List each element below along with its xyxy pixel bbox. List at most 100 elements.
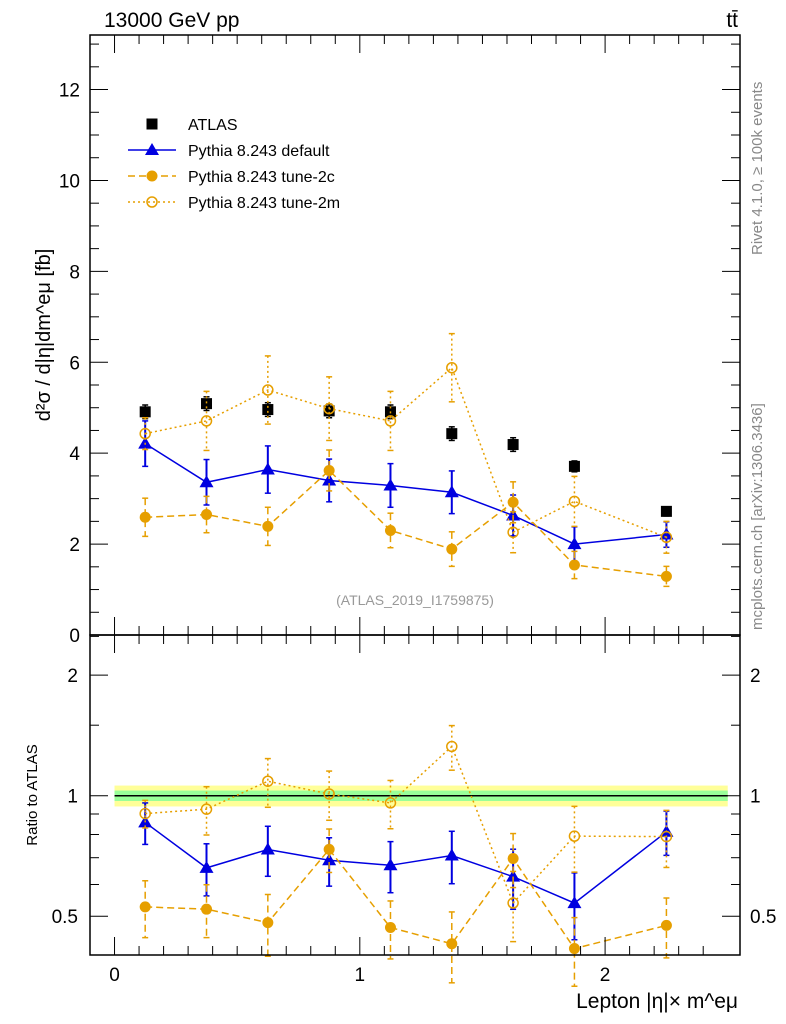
legend-label-pythia-8-243-tune-2c: Pythia 8.243 tune-2c: [188, 169, 335, 186]
ratio-pythia-8-243-tune-2m-point: [200, 803, 213, 815]
atlas-point: [507, 439, 519, 451]
pythia-8-243-tune-2m-point: [262, 384, 274, 396]
analysis-label: (ATLAS_2019_I1759875): [336, 592, 494, 608]
pythia-8-243-tune-2c-point: [507, 496, 519, 508]
ratio-pythia-8-243-tune-2c-point: [384, 922, 396, 934]
process-label: tt̄: [726, 9, 738, 32]
y-tick-label: 4: [69, 444, 80, 465]
atlas-point: [262, 404, 274, 416]
pythia-8-243-tune-2c-point: [568, 559, 580, 571]
ratio-pythia-8-243-default-point: [444, 848, 459, 861]
ratio-y-tick-label: 0.5: [52, 907, 78, 928]
legend-marker: [146, 196, 158, 208]
ratio-pythia-8-243-tune-2m-point: [323, 788, 335, 800]
atlas-point: [568, 460, 580, 472]
atlas-point: [323, 405, 335, 417]
atlas-point: [660, 505, 672, 517]
pythia-8-243-tune-2c-point: [201, 509, 213, 521]
legend-marker: [146, 118, 158, 130]
ratio-frame: [89, 634, 741, 956]
ratio-pythia-8-243-tune-2c-point: [262, 917, 274, 929]
pythia-8-243-default-point: [444, 485, 459, 498]
pythia-8-243-tune-2m-point: [446, 361, 458, 374]
ratio-pythia-8-243-tune-2c-point: [446, 938, 458, 950]
main-y-axis-label: d²σ / d|η|dm^eμ [fb]: [33, 249, 55, 422]
ratio-pythia-8-243-tune-2m-point: [446, 740, 458, 753]
x-tick-label: 2: [600, 965, 611, 986]
pythia-8-243-tune-2m-point: [568, 495, 581, 508]
pythia-8-243-default-point: [260, 462, 275, 475]
legend-label-pythia-8-243-default: Pythia 8.243 default: [188, 143, 330, 160]
ratio-pythia-8-243-tune-2c-point: [139, 901, 151, 913]
atlas-point: [139, 406, 151, 418]
x-axis-label: Lepton |η|× m^eμ: [576, 990, 738, 1013]
pythia-8-243-tune-2c-point: [262, 520, 274, 532]
y-tick-label: 8: [69, 262, 80, 283]
legend-marker: [145, 143, 159, 155]
legend-label-atlas: ATLAS: [188, 117, 238, 134]
source-label: mcplots.cern.ch [arXiv:1306.3436]: [749, 403, 766, 630]
ratio-pythia-8-243-tune-2c-line: [145, 848, 667, 950]
ratio-y-tick-label-right: 2: [750, 666, 761, 687]
pythia-8-243-tune-2m-line: [145, 366, 667, 538]
pythia-8-243-tune-2m-point: [323, 402, 335, 415]
rivet-label: Rivet 4.1.0, ≥ 100k events: [749, 82, 766, 255]
pythia-8-243-tune-2c-point: [323, 464, 335, 476]
ratio-pythia-8-243-default-point: [322, 853, 337, 866]
pythia-8-243-tune-2m-point: [660, 531, 673, 544]
ratio-y-tick-label-right: 0.5: [750, 907, 776, 928]
ratio-pythia-8-243-default-point: [383, 858, 398, 871]
x-tick-label: 1: [355, 965, 366, 986]
pythia-8-243-default-point: [383, 478, 398, 491]
atlas-point: [446, 428, 458, 440]
ratio-pythia-8-243-tune-2m-point: [660, 830, 673, 843]
ratio-y-tick-label: 2: [67, 666, 78, 687]
ratio-pythia-8-243-tune-2c-point: [201, 903, 213, 915]
ratio-pythia-8-243-tune-2m-point: [384, 797, 397, 809]
pythia-8-243-default-point: [322, 473, 337, 486]
pythia-8-243-default-line: [144, 443, 667, 545]
ratio-pythia-8-243-tune-2c-point: [660, 919, 672, 931]
pythia-8-243-tune-2c-point: [446, 543, 458, 555]
ratio-y-axis-label: Ratio to ATLAS: [24, 744, 41, 845]
ratio-pythia-8-243-tune-2m-point: [568, 830, 581, 842]
legend-label-pythia-8-243-tune-2m: Pythia 8.243 tune-2m: [188, 195, 340, 212]
ratio-pythia-8-243-tune-2m-point: [139, 807, 151, 820]
ratio-pythia-8-243-default-line: [144, 821, 667, 904]
y-tick-label: 12: [59, 81, 80, 102]
pythia-8-243-tune-2m-point: [384, 415, 397, 427]
ratio-pythia-8-243-default-point: [260, 842, 275, 855]
energy-label: 13000 GeV pp: [104, 9, 239, 32]
pythia-8-243-default-point: [659, 527, 674, 540]
pythia-8-243-tune-2m-point: [139, 427, 151, 440]
ratio-pythia-8-243-tune-2c-point: [507, 852, 519, 864]
pythia-8-243-default-point: [567, 537, 582, 550]
ratio-pythia-8-243-tune-2c-point: [323, 843, 335, 855]
ratio-pythia-8-243-default-point: [506, 869, 521, 882]
atlas-point: [201, 398, 213, 410]
pythia-8-243-tune-2c-point: [660, 570, 672, 582]
ratio-pythia-8-243-tune-2m-line: [145, 745, 667, 905]
legend-marker: [146, 170, 158, 182]
y-tick-label: 6: [69, 353, 80, 374]
pythia-8-243-default-point: [506, 508, 521, 521]
ratio-pythia-8-243-tune-2c-point: [568, 943, 580, 955]
pythia-8-243-tune-2m-point: [200, 415, 213, 427]
x-tick-label: 0: [109, 965, 120, 986]
ratio-y-tick-label: 1: [67, 787, 78, 808]
pythia-8-243-default-point: [199, 475, 214, 488]
pythia-8-243-default-point: [138, 436, 153, 449]
ratio-pythia-8-243-default-point: [567, 896, 582, 909]
pythia-8-243-tune-2c-line: [145, 469, 667, 578]
y-tick-label: 2: [69, 535, 80, 556]
pythia-8-243-tune-2m-point: [507, 526, 519, 539]
ratio-pythia-8-243-default-point: [199, 860, 214, 873]
pythia-8-243-tune-2c-point: [139, 511, 151, 523]
y-tick-label: 10: [59, 171, 80, 192]
ratio-y-tick-label-right: 1: [750, 787, 761, 808]
ratio-pythia-8-243-tune-2m-point: [507, 897, 519, 909]
y-tick-label: 0: [69, 626, 80, 647]
ratio-pythia-8-243-tune-2m-point: [262, 775, 274, 787]
pythia-8-243-tune-2c-point: [384, 524, 396, 536]
